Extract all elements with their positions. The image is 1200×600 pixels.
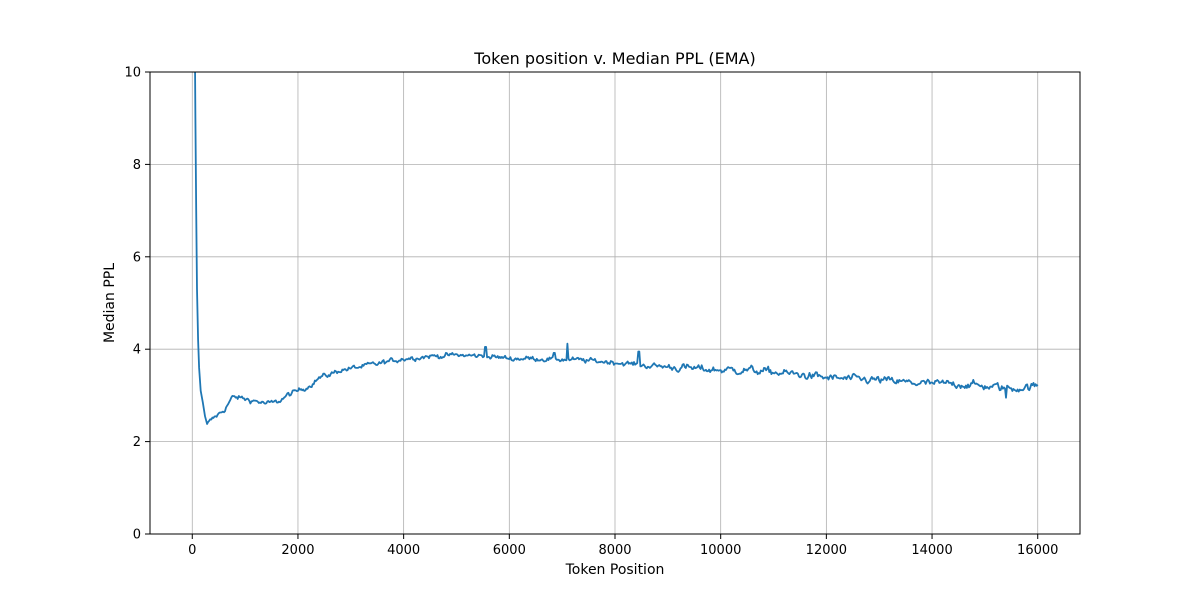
y-tick-label: 0	[133, 528, 141, 543]
y-tick-label: 2	[133, 435, 141, 450]
x-tick-label: 8000	[598, 543, 631, 558]
chart-title: Token position v. Median PPL (EMA)	[473, 49, 755, 68]
x-tick-label: 12000	[806, 543, 847, 558]
x-tick-label: 16000	[1017, 543, 1058, 558]
y-tick-label: 4	[133, 343, 141, 358]
x-tick-label: 6000	[493, 543, 526, 558]
series-layer	[194, 72, 1039, 425]
y-axis-label: Median PPL	[102, 263, 118, 343]
y-tick-label: 8	[133, 158, 141, 173]
series-line	[194, 72, 1039, 425]
x-tick-label: 14000	[911, 543, 952, 558]
x-tick-label: 4000	[387, 543, 420, 558]
x-axis-label: Token Position	[565, 562, 665, 578]
y-tick-label: 10	[124, 66, 141, 81]
y-tick-label: 6	[133, 250, 141, 265]
ticks: 0 2000 4000 6000 8000 10000 12000 14000 16000 0 2 4…	[124, 66, 1058, 559]
x-tick-label: 10000	[700, 543, 741, 558]
x-tick-label: 2000	[281, 543, 314, 558]
x-tick-label: 0	[188, 543, 196, 558]
